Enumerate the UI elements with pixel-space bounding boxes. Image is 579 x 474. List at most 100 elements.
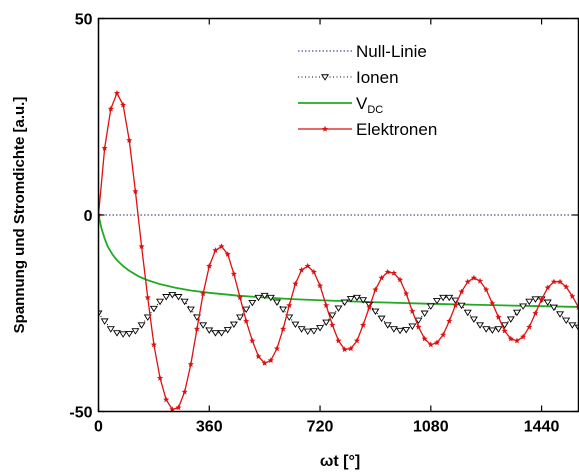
elektronen-point — [464, 278, 471, 285]
ionen-point — [254, 294, 263, 302]
elektronen-point — [218, 243, 225, 250]
elektronen-point — [366, 304, 373, 310]
elektronen-point — [433, 339, 440, 346]
elektronen-point — [200, 290, 207, 297]
ionen-point — [272, 299, 281, 306]
ionen-point — [316, 325, 325, 332]
elektronen-point — [323, 302, 330, 308]
elektronen-point — [169, 406, 176, 412]
ionen-point — [371, 308, 380, 316]
elektronen-point — [181, 388, 188, 395]
elektronen-point — [513, 337, 520, 344]
elektronen-point — [304, 262, 311, 269]
ionen-point — [174, 294, 183, 301]
ionen-point — [180, 298, 189, 306]
elektronen-point — [150, 341, 157, 348]
ionen-point — [396, 327, 405, 335]
elektronen-point — [544, 284, 551, 291]
ionen-point — [482, 326, 491, 333]
ionen-point — [211, 330, 220, 337]
ionen-point — [168, 292, 177, 299]
legend-item-elektronen: Elektronen — [298, 120, 437, 139]
elektronen-point — [261, 359, 268, 366]
elektronen-point — [249, 337, 256, 344]
elektronen-point — [132, 188, 139, 195]
ionen-point — [556, 311, 565, 318]
elektronen-point — [243, 317, 250, 324]
elektronen-point — [470, 274, 477, 281]
ionen-point — [463, 309, 472, 317]
elektronen-point — [440, 331, 447, 338]
ionen-point — [568, 322, 577, 329]
ionen-point — [414, 317, 423, 325]
ionen-point — [494, 326, 503, 333]
elektronen-point — [409, 308, 416, 314]
ionen-point — [519, 303, 528, 310]
elektronen-point — [255, 353, 262, 360]
elektronen-point — [341, 346, 348, 352]
ionen-point — [525, 298, 534, 306]
ionen-point — [98, 310, 103, 317]
elektronen-point — [390, 269, 397, 276]
ionen-point — [426, 303, 435, 310]
ionen-point — [500, 322, 509, 329]
elektronen-point — [495, 313, 502, 320]
elektronen-point — [427, 341, 434, 348]
elektronen-point — [175, 404, 182, 411]
elektronen-point — [538, 296, 545, 303]
plot-frame — [97, 17, 579, 413]
ionen-point — [297, 326, 306, 333]
ionen-point — [199, 322, 208, 329]
ionen-point — [543, 299, 552, 306]
elektronen-point — [372, 286, 379, 293]
ionen-point — [531, 296, 540, 303]
elektronen-point — [298, 266, 305, 273]
ionen-point — [229, 321, 238, 328]
ionen-point — [149, 305, 158, 313]
ionen-point — [112, 330, 121, 337]
legend-item-null: Null-Linie — [298, 42, 427, 61]
legend-label-subscript: DC — [367, 104, 383, 116]
y-tick-label: 0 — [84, 208, 93, 225]
elektronen-point — [397, 276, 404, 283]
ionen-point — [476, 322, 485, 329]
ionen-point — [186, 306, 195, 314]
ionen-point — [236, 314, 245, 321]
elektronen-point — [230, 270, 237, 277]
elektronen-point — [360, 321, 367, 328]
legend-item-ionen: Ionen — [298, 68, 399, 87]
ionen-point — [223, 327, 232, 334]
ionen-point — [488, 327, 497, 334]
legend-label: Null-Linie — [356, 42, 427, 61]
legend-label: Elektronen — [356, 120, 437, 139]
ionen-point — [439, 294, 448, 302]
elektronen-point — [353, 337, 360, 344]
elektronen-point — [384, 268, 391, 275]
legend: Null-Linie Ionen VDC Elektronen — [298, 42, 437, 139]
legend-marker — [321, 125, 329, 132]
ionen-point — [156, 298, 165, 306]
x-tick-label: 0 — [94, 419, 103, 436]
ionen-point — [432, 297, 441, 305]
elektronen-point — [569, 293, 576, 299]
elektronen-point — [501, 327, 508, 334]
elektronen-point — [557, 278, 564, 285]
elektronen-point — [224, 251, 231, 257]
elektronen-point — [575, 304, 579, 310]
elektronen-point — [403, 290, 410, 297]
ionen-point — [162, 294, 171, 301]
legend-label: Ionen — [356, 68, 399, 87]
elektronen-point — [489, 300, 496, 307]
elektronen-point — [532, 310, 539, 316]
y-tick-label: 50 — [75, 12, 93, 29]
series-vdc — [98, 214, 579, 308]
elektronen-point — [452, 302, 459, 308]
ionen-point — [574, 324, 579, 332]
legend-item-vdc: VDC — [298, 94, 383, 116]
data-layer — [98, 89, 579, 412]
elektronen-point — [267, 357, 274, 363]
ionen-point — [266, 294, 275, 302]
ionen-point — [352, 294, 361, 302]
ionen-point — [334, 305, 343, 312]
